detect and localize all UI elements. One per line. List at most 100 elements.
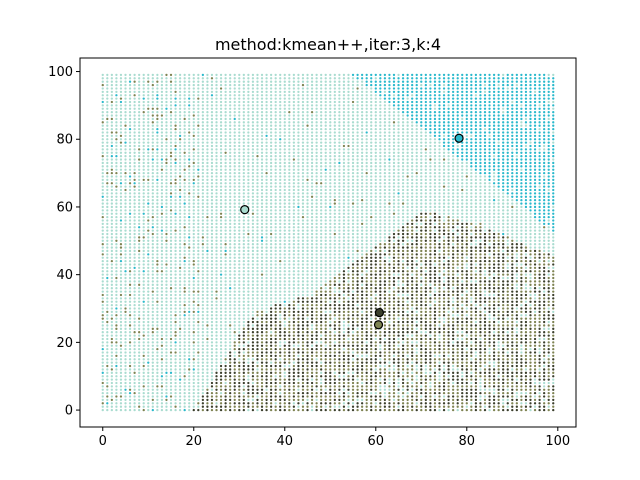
data-point xyxy=(188,320,191,324)
data-point xyxy=(251,168,255,171)
data-point xyxy=(279,253,282,256)
data-point xyxy=(229,144,232,148)
data-point xyxy=(206,347,209,351)
data-point xyxy=(229,127,232,131)
data-point xyxy=(197,111,200,114)
data-point xyxy=(197,199,200,202)
data-point xyxy=(301,249,305,253)
data-point xyxy=(142,90,145,93)
data-point xyxy=(310,347,314,351)
data-point xyxy=(274,293,277,297)
data-point xyxy=(169,293,173,297)
data-point xyxy=(219,155,223,158)
data-point xyxy=(288,290,291,293)
data-point xyxy=(188,361,191,364)
data-point xyxy=(301,256,305,259)
data-point xyxy=(160,364,164,368)
data-point xyxy=(106,165,109,168)
data-point xyxy=(174,141,177,144)
data-point xyxy=(229,381,232,385)
data-point xyxy=(124,354,127,358)
data-point xyxy=(192,144,195,148)
data-point xyxy=(156,226,159,229)
data-point xyxy=(320,134,323,138)
data-point xyxy=(147,188,150,192)
data-point xyxy=(324,351,327,354)
data-point xyxy=(156,138,159,141)
data-point xyxy=(192,392,195,395)
data-point xyxy=(279,331,282,334)
data-point xyxy=(233,182,236,185)
data-point xyxy=(301,337,305,341)
data-point xyxy=(197,121,200,124)
data-point xyxy=(260,263,264,266)
data-point xyxy=(224,388,227,391)
data-point xyxy=(283,361,286,364)
data-point xyxy=(101,392,104,395)
data-point xyxy=(288,100,291,104)
data-point xyxy=(288,280,291,283)
data-point xyxy=(229,229,232,232)
data-point xyxy=(142,138,145,141)
data-point xyxy=(269,266,273,270)
data-point xyxy=(242,97,245,100)
data-point xyxy=(269,155,273,158)
data-point xyxy=(324,161,327,165)
data-point xyxy=(301,398,305,402)
data-point xyxy=(142,178,145,182)
data-point xyxy=(128,117,132,121)
data-point xyxy=(142,405,145,408)
data-point xyxy=(210,155,214,158)
data-point xyxy=(178,151,182,154)
data-point xyxy=(178,368,182,371)
data-point xyxy=(119,90,123,93)
data-point xyxy=(165,276,168,280)
data-point xyxy=(301,155,305,158)
data-point xyxy=(320,97,323,100)
data-point xyxy=(324,219,327,222)
data-point xyxy=(233,354,236,358)
data-point xyxy=(110,300,113,303)
data-point xyxy=(128,314,132,317)
data-point xyxy=(301,134,305,138)
data-point xyxy=(238,290,241,293)
data-point xyxy=(242,192,245,195)
data-point xyxy=(128,263,132,266)
data-point xyxy=(174,364,177,368)
data-point xyxy=(315,199,318,202)
data-point xyxy=(151,97,154,100)
data-point xyxy=(260,182,264,185)
data-point xyxy=(197,246,200,249)
data-point xyxy=(324,155,327,158)
data-point xyxy=(183,148,186,151)
data-point xyxy=(178,243,182,246)
data-point xyxy=(229,117,232,121)
data-point xyxy=(151,249,154,253)
data-point xyxy=(156,290,159,293)
data-point xyxy=(138,212,141,215)
data-point xyxy=(192,219,195,222)
data-point xyxy=(188,388,191,391)
data-point xyxy=(201,192,205,195)
data-point xyxy=(242,175,245,178)
data-point xyxy=(188,168,191,171)
data-point xyxy=(119,375,123,378)
data-point xyxy=(192,222,195,226)
data-point xyxy=(188,209,191,212)
data-point xyxy=(192,388,195,391)
data-point xyxy=(265,253,268,256)
data-point xyxy=(219,371,223,374)
data-point xyxy=(106,158,109,161)
data-point xyxy=(124,273,127,276)
data-point xyxy=(133,209,136,212)
data-point xyxy=(320,381,323,385)
data-point xyxy=(128,97,132,100)
data-point xyxy=(115,368,118,371)
data-point xyxy=(233,138,236,141)
data-point xyxy=(242,378,245,381)
data-point xyxy=(265,300,268,303)
data-point xyxy=(174,266,177,270)
data-point xyxy=(147,378,150,381)
data-point xyxy=(192,226,195,229)
data-point xyxy=(320,144,323,148)
